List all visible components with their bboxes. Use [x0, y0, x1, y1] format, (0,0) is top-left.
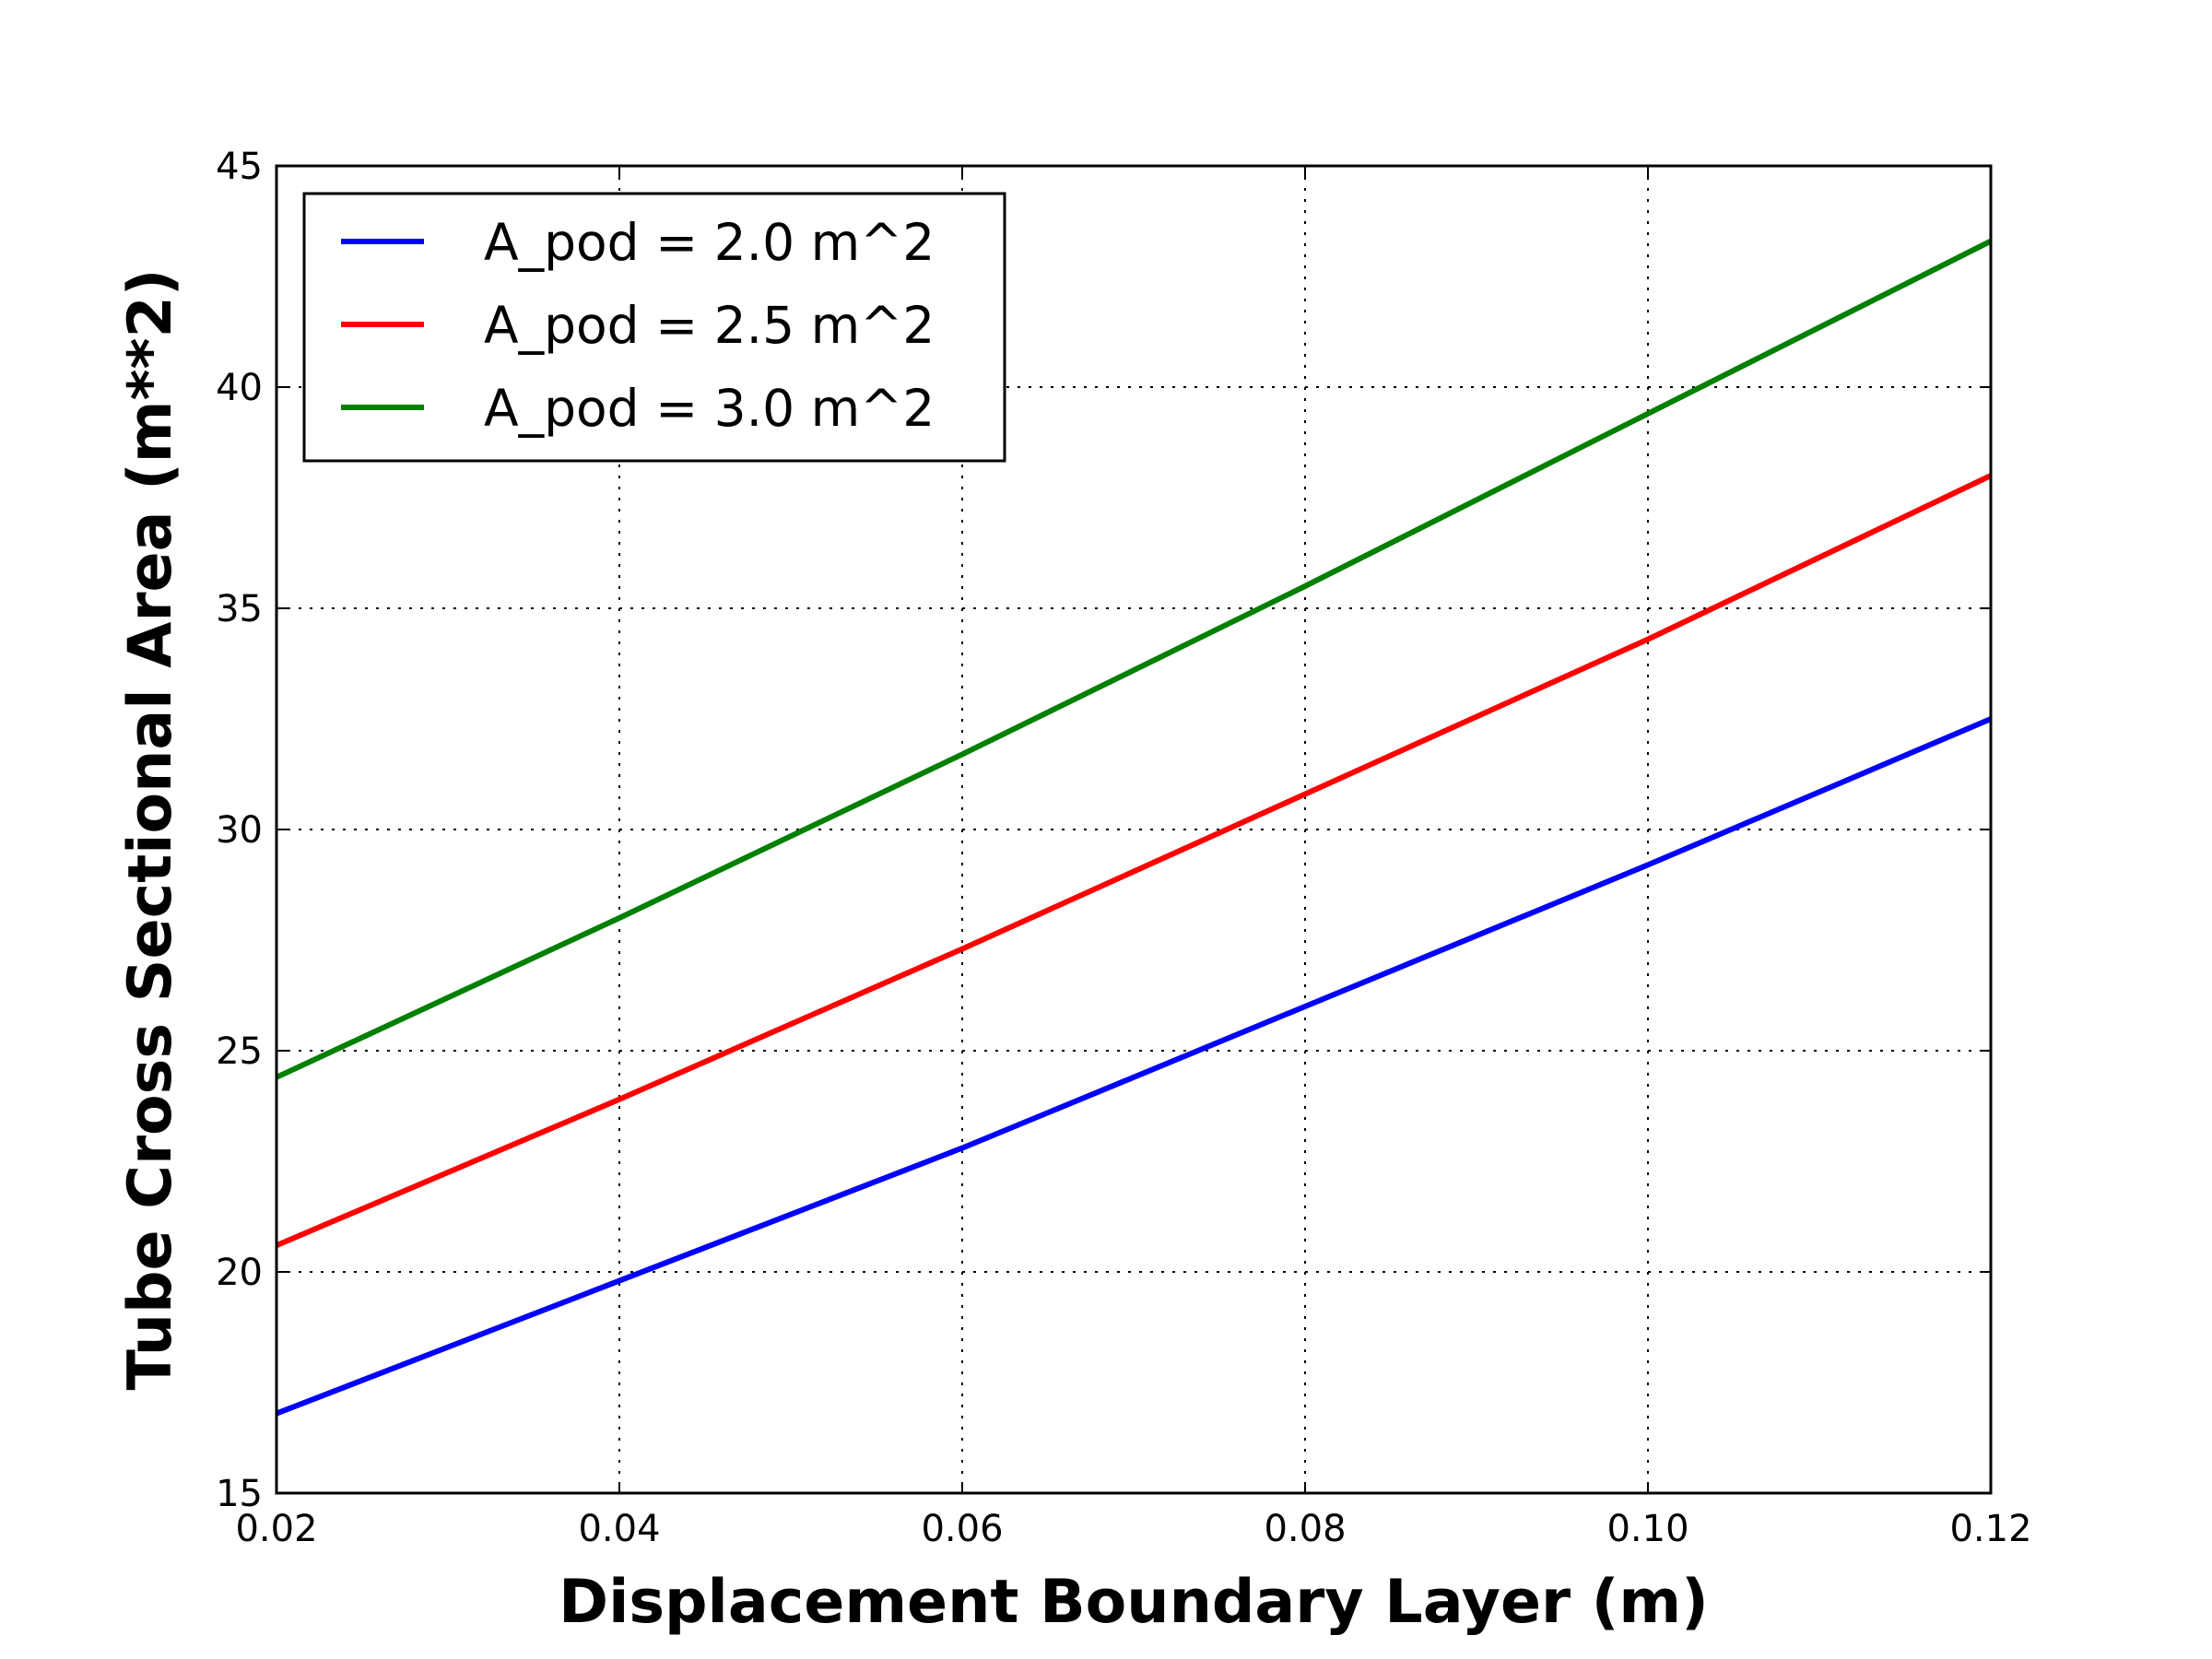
x-tick-label: 0.02 [235, 1508, 317, 1550]
x-tick-label: 0.10 [1606, 1508, 1688, 1550]
y-tick-label: 35 [216, 588, 263, 630]
x-tick-label: 0.06 [921, 1508, 1003, 1550]
y-tick-label: 45 [216, 146, 263, 188]
x-tick-label: 0.12 [1949, 1508, 2031, 1550]
y-tick-label: 20 [216, 1252, 263, 1294]
y-tick-label: 40 [216, 367, 263, 409]
ticks: 0.02 0.04 0.06 0.08 0.10 0.12 15 20 25 30 35 40 45 [216, 146, 2031, 1550]
legend-label: A_pod = 3.0 m^2 [484, 379, 935, 438]
y-tick-label: 15 [216, 1473, 263, 1515]
legend-label: A_pod = 2.5 m^2 [484, 296, 935, 355]
x-axis-label: Displacement Boundary Layer (m) [559, 1568, 1709, 1637]
y-tick-label: 25 [216, 1030, 263, 1073]
series-layer [275, 238, 1993, 1417]
x-tick-label: 0.04 [578, 1508, 660, 1550]
legend: A_pod = 2.0 m^2 A_pod = 2.5 m^2 A_pod = 3.… [302, 192, 1006, 463]
y-axis-label: Tube Cross Sectional Area (m**2) [116, 269, 185, 1391]
y-tick-label: 30 [216, 809, 263, 852]
x-tick-label: 0.08 [1264, 1508, 1346, 1550]
series-line-1 [275, 716, 1993, 1417]
series-line-3 [275, 238, 1993, 1080]
series-line-2 [275, 473, 1993, 1248]
legend-label: A_pod = 2.0 m^2 [484, 213, 935, 272]
